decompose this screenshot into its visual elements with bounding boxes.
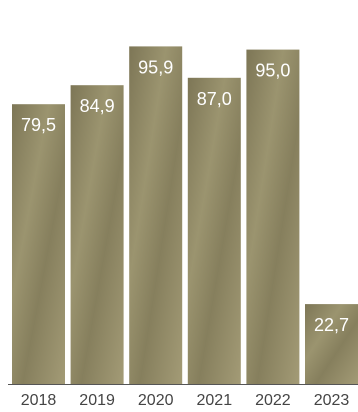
value-labels: 79,5 84,9 95,9 87,0 95,0 22,7: [21, 57, 349, 335]
value-label-2020: 95,9: [138, 57, 173, 77]
value-label-2021: 87,0: [197, 89, 232, 109]
value-label-2018: 79,5: [21, 115, 56, 135]
x-tick-label-2022: 2022: [255, 392, 291, 409]
x-tick-label-2020: 2020: [138, 392, 174, 409]
x-axis-ticks: 2018 2019 2020 2021 2022 2023: [21, 392, 350, 409]
x-tick-label-2018: 2018: [21, 392, 57, 409]
bar-2021: [187, 77, 241, 385]
bar-2023: [305, 304, 358, 384]
bars: [12, 46, 358, 385]
x-tick-label-2021: 2021: [197, 392, 233, 409]
x-tick-label-2023: 2023: [314, 392, 350, 409]
x-tick-label-2019: 2019: [79, 392, 115, 409]
value-label-2022: 95,0: [255, 61, 290, 81]
value-label-2019: 84,9: [80, 96, 115, 116]
bar-2020: [129, 46, 183, 385]
value-label-2023: 22,7: [314, 315, 349, 335]
bar-2018: [12, 104, 65, 384]
bar-2022: [246, 49, 300, 384]
bar-2019: [70, 85, 124, 384]
